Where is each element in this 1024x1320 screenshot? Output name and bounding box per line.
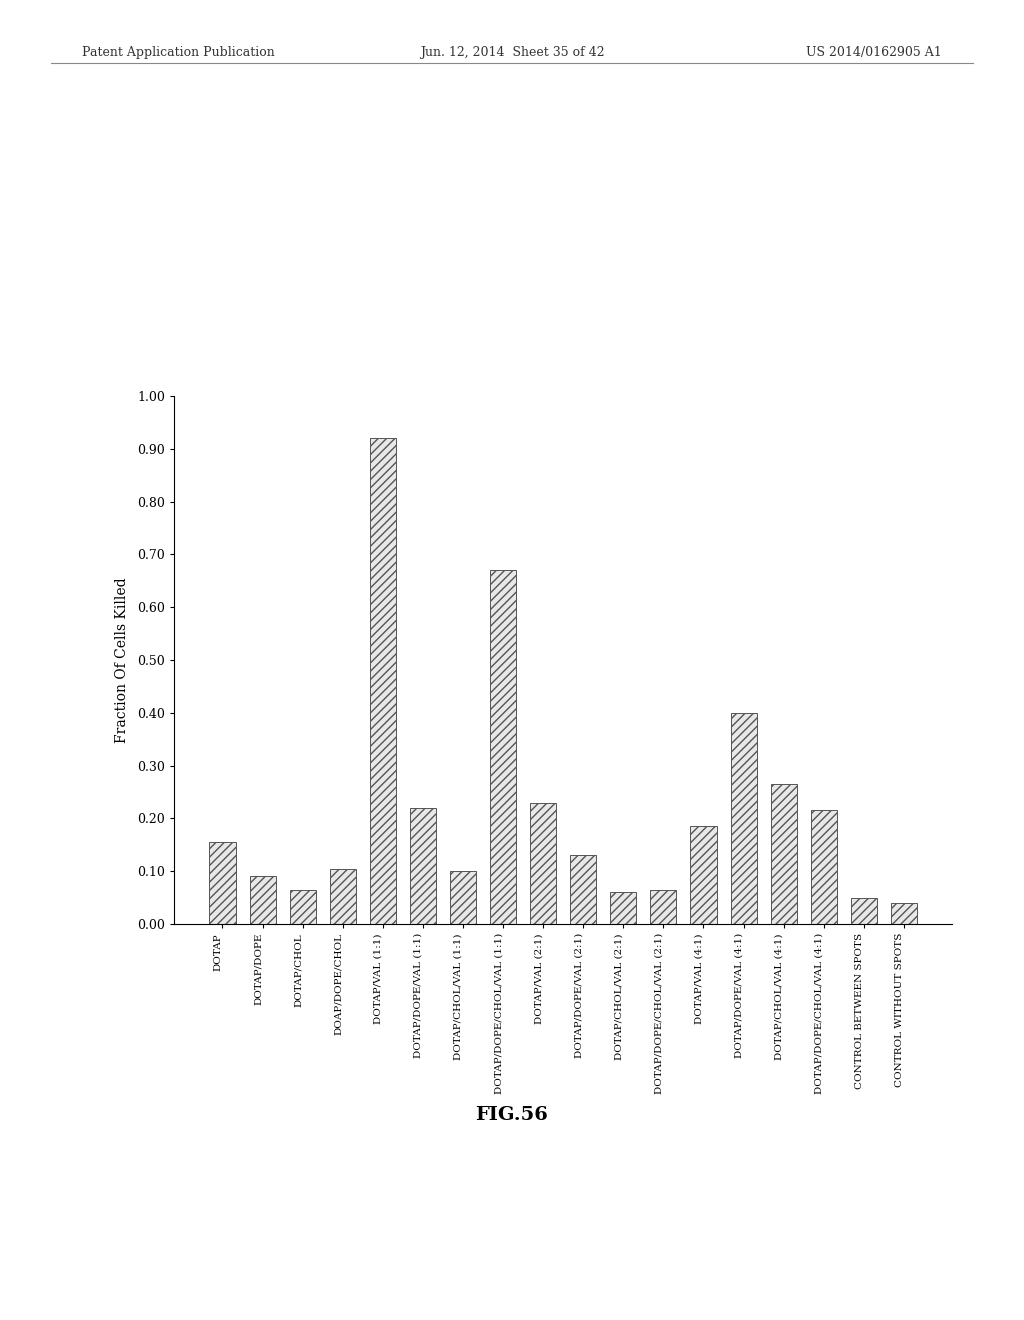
Bar	[290, 890, 315, 924]
Bar	[450, 871, 476, 924]
Bar	[811, 810, 837, 924]
Bar	[690, 826, 717, 924]
Bar	[490, 570, 516, 924]
Bar	[851, 898, 877, 924]
Bar	[771, 784, 797, 924]
Bar	[650, 890, 677, 924]
Bar	[570, 855, 596, 924]
Bar	[730, 713, 757, 924]
Text: US 2014/0162905 A1: US 2014/0162905 A1	[806, 46, 942, 59]
Text: FIG.56: FIG.56	[475, 1106, 549, 1125]
Bar	[330, 869, 355, 924]
Bar	[410, 808, 436, 924]
Bar	[891, 903, 916, 924]
Bar	[210, 842, 236, 924]
Bar	[530, 803, 556, 924]
Bar	[370, 438, 396, 924]
Bar	[250, 876, 275, 924]
Text: Jun. 12, 2014  Sheet 35 of 42: Jun. 12, 2014 Sheet 35 of 42	[420, 46, 604, 59]
Text: Patent Application Publication: Patent Application Publication	[82, 46, 274, 59]
Y-axis label: Fraction Of Cells Killed: Fraction Of Cells Killed	[115, 577, 129, 743]
Bar	[610, 892, 636, 924]
